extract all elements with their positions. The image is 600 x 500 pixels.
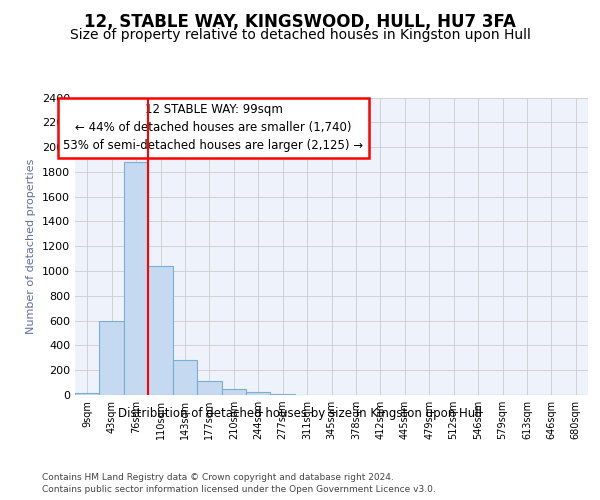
- Bar: [100, 320, 124, 395]
- Text: Contains public sector information licensed under the Open Government Licence v3: Contains public sector information licen…: [42, 485, 436, 494]
- Y-axis label: Number of detached properties: Number of detached properties: [26, 158, 37, 334]
- Bar: [148, 266, 173, 395]
- Bar: [173, 360, 197, 395]
- Bar: [221, 389, 246, 395]
- Text: Contains HM Land Registry data © Crown copyright and database right 2024.: Contains HM Land Registry data © Crown c…: [42, 472, 394, 482]
- Bar: [75, 392, 100, 395]
- Bar: [124, 162, 148, 395]
- Text: Size of property relative to detached houses in Kingston upon Hull: Size of property relative to detached ho…: [70, 28, 530, 42]
- Text: 12, STABLE WAY, KINGSWOOD, HULL, HU7 3FA: 12, STABLE WAY, KINGSWOOD, HULL, HU7 3FA: [84, 12, 516, 30]
- Bar: [197, 380, 221, 395]
- Bar: [271, 394, 295, 395]
- Bar: [246, 392, 271, 395]
- Text: Distribution of detached houses by size in Kingston upon Hull: Distribution of detached houses by size …: [118, 408, 482, 420]
- Text: 12 STABLE WAY: 99sqm
← 44% of detached houses are smaller (1,740)
53% of semi-de: 12 STABLE WAY: 99sqm ← 44% of detached h…: [64, 104, 364, 152]
